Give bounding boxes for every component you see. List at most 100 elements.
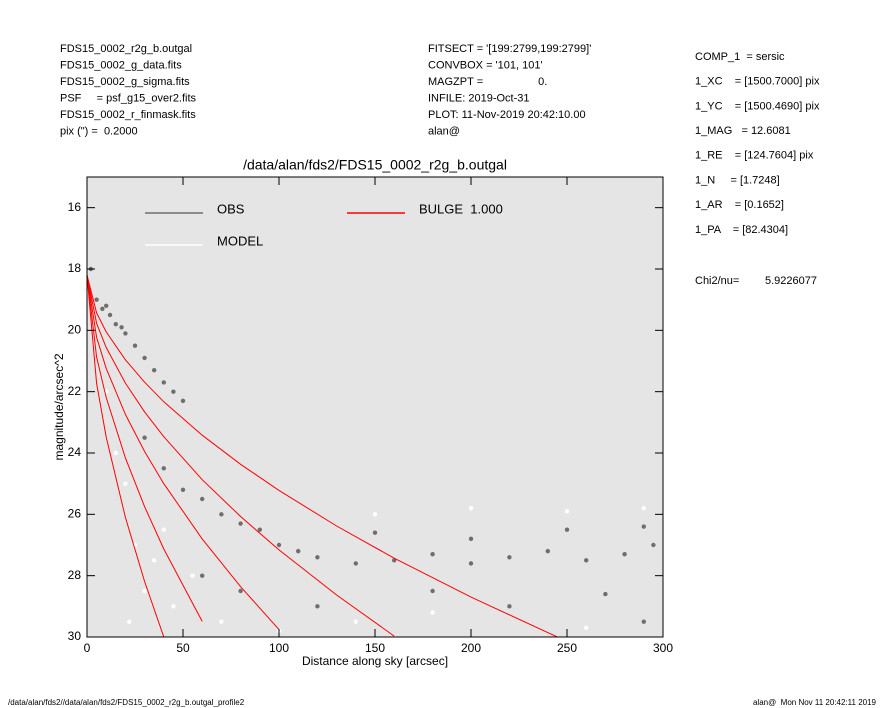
data-point [219,619,224,624]
data-point [353,561,358,566]
data-point [641,619,646,624]
legend-label: BULGE 1.000 [419,201,503,216]
header-middle-line: PLOT: 11-Nov-2019 20:42:10.00 [428,109,586,121]
data-point [430,552,435,557]
header-right-line: COMP_1 = sersic [695,51,785,63]
data-point [641,506,646,511]
data-point [200,573,205,578]
data-point [584,558,589,563]
data-point [142,435,147,440]
x-tick-label: 150 [365,641,385,655]
data-point [127,619,132,624]
data-point [180,487,186,492]
data-point [161,527,166,532]
bulge-curve [87,274,558,637]
data-point [468,506,474,511]
header-right-line: 1_XC = [1500.7000] pix [695,76,820,88]
footer-left: /data/alan/fds2//data/alan/fds2/FDS15_00… [8,698,245,707]
data-point [119,325,124,330]
header-left-line: FDS15_0002_r2g_b.outgal [60,43,192,55]
data-point [651,542,656,548]
data-point [219,512,224,517]
header-right-line: 1_MAG = 12.6081 [695,125,791,137]
data-point [180,398,186,404]
data-point [190,573,195,578]
data-point [276,542,282,548]
footer-right: alan@ Mon Nov 11 20:42:11 2019 [753,698,877,707]
data-point [545,548,550,554]
data-point [113,450,119,456]
data-point [132,343,138,348]
x-tick-label: 200 [461,641,481,655]
header-middle-line: alan@ [428,125,460,137]
data-point [238,521,243,526]
data-point [161,380,166,385]
data-point [152,558,157,563]
header-middle-line: FITSECT = '[199:2799,199:2799]' [428,43,591,55]
data-point [152,368,157,373]
legend-label: MODEL [217,233,263,248]
header-right-line: 1_AR = [0.1652] [695,199,784,211]
data-point [161,466,166,471]
header-left-line: FDS15_0002_r_finmask.fits [60,109,196,121]
data-point [171,389,176,394]
data-point [641,524,646,529]
data-point [584,625,589,630]
data-point [315,604,320,609]
legend-label: OBS [217,201,245,216]
data-point [622,552,627,557]
bulge-curve [87,275,165,637]
plot-background [87,177,663,637]
data-point [468,561,474,566]
data-point [372,530,378,535]
data-point [296,548,301,554]
y-tick-label: 22 [68,384,82,398]
header-middle-line: CONVBOX = '101, 101' [428,59,543,71]
data-point [171,604,176,609]
header-middle-line: INFILE: 2019-Oct-31 [428,92,530,104]
data-point [113,322,119,327]
y-tick-label: 24 [68,445,82,459]
header-left-line: FDS15_0002_g_sigma.fits [60,76,190,88]
data-point [200,496,205,502]
data-point [372,512,378,517]
data-point [603,591,608,597]
y-tick-label: 20 [68,323,82,337]
data-point [507,555,512,560]
y-tick-label: 16 [68,200,82,214]
data-point [107,312,113,318]
x-tick-label: 100 [269,641,289,655]
data-point [123,331,128,336]
header-left-line: PSF = psf_g15_over2.fits [60,92,197,104]
bulge-curve [87,275,395,637]
data-point [507,604,512,609]
data-point [142,355,147,361]
y-tick-label: 26 [68,507,82,521]
data-point [315,555,320,560]
y-tick-label: 18 [68,261,82,275]
data-point [564,509,570,514]
header-right-line: 1_RE = [124.7604] pix [695,150,814,162]
header-middle-line: MAGZPT = 0. [428,76,547,88]
data-point [353,619,358,624]
x-tick-label: 250 [557,641,577,655]
header-right-line: 1_PA = [82.4304] [695,224,788,236]
data-point [238,588,243,594]
header-right-line: 1_N = [1.7248] [695,174,780,186]
data-point [257,527,262,532]
x-tick-label: 300 [653,641,673,655]
data-point [430,610,435,615]
bulge-curve [87,275,203,622]
bulge-curve [87,275,280,630]
plot-area [87,266,656,637]
x-tick-label: 0 [84,641,91,655]
data-point [100,306,105,312]
chi2-value: 5.9226077 [765,275,817,287]
y-tick-label: 30 [68,629,82,643]
header-right-line: 1_YC = [1500.4690] pix [695,100,820,112]
x-tick-label: 50 [176,641,190,655]
y-axis-label: magnitude/arcsec^2 [52,353,66,460]
data-point [104,303,109,308]
data-point [564,527,570,532]
